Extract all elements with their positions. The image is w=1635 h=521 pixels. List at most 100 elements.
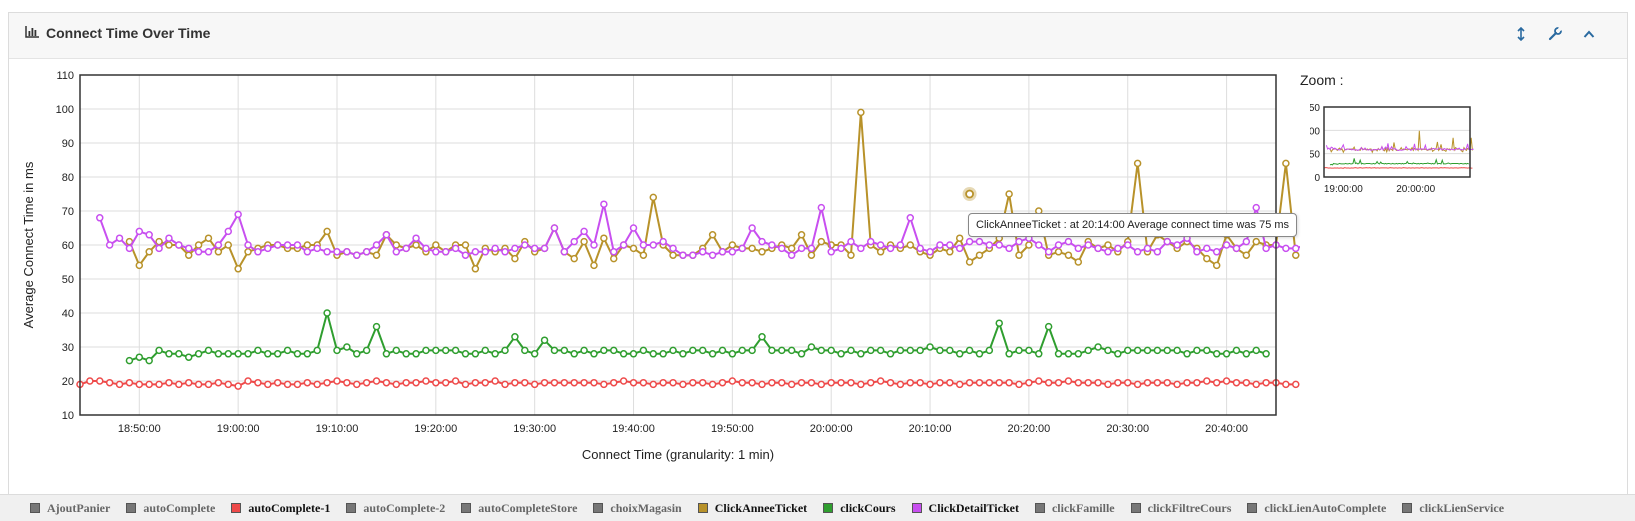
data-point[interactable]: [105, 241, 114, 249]
data-point[interactable]: [214, 350, 223, 358]
data-point[interactable]: [985, 346, 994, 355]
data-point[interactable]: [807, 251, 816, 259]
data-point[interactable]: [1025, 378, 1033, 387]
data-point[interactable]: [1044, 322, 1053, 331]
data-point[interactable]: [807, 244, 816, 253]
legend-item[interactable]: autoComplete-1: [231, 501, 330, 516]
data-point[interactable]: [768, 378, 776, 387]
resize-icon[interactable]: [1513, 26, 1529, 42]
data-point[interactable]: [570, 378, 578, 387]
data-point[interactable]: [797, 378, 806, 387]
data-point[interactable]: [1005, 350, 1013, 358]
data-point[interactable]: [847, 346, 855, 355]
legend-item[interactable]: clickCours: [823, 501, 896, 516]
data-point[interactable]: [343, 343, 351, 351]
data-point[interactable]: [451, 377, 460, 385]
data-point[interactable]: [530, 380, 539, 389]
data-point[interactable]: [392, 380, 401, 389]
data-point[interactable]: [511, 254, 519, 263]
data-point[interactable]: [698, 378, 707, 387]
data-point[interactable]: [797, 231, 806, 239]
data-point[interactable]: [333, 248, 341, 256]
data-point[interactable]: [1282, 380, 1290, 389]
legend-item[interactable]: clickLienService: [1402, 501, 1504, 516]
data-point[interactable]: [817, 346, 826, 355]
data-point[interactable]: [96, 377, 104, 385]
data-point[interactable]: [807, 378, 816, 387]
data-point[interactable]: [521, 346, 529, 355]
data-point[interactable]: [570, 350, 578, 358]
data-point[interactable]: [264, 350, 272, 358]
data-point[interactable]: [461, 241, 470, 249]
legend-item[interactable]: AjoutPanier: [30, 501, 110, 516]
data-point[interactable]: [1123, 241, 1132, 249]
data-point[interactable]: [1232, 244, 1241, 253]
data-point[interactable]: [372, 377, 381, 385]
legend-item[interactable]: clickFamille: [1034, 501, 1115, 516]
data-point[interactable]: [313, 380, 321, 389]
data-point[interactable]: [975, 251, 984, 259]
data-point[interactable]: [748, 244, 756, 253]
data-point[interactable]: [1114, 378, 1122, 387]
data-point[interactable]: [1212, 261, 1221, 270]
data-point[interactable]: [1292, 251, 1300, 259]
data-point[interactable]: [866, 378, 875, 387]
data-point[interactable]: [461, 251, 470, 259]
data-point[interactable]: [273, 350, 282, 358]
data-point[interactable]: [1242, 378, 1251, 387]
data-point[interactable]: [135, 380, 144, 389]
data-point[interactable]: [214, 248, 223, 256]
data-point[interactable]: [1212, 378, 1221, 387]
data-point[interactable]: [1035, 241, 1043, 249]
data-point[interactable]: [916, 244, 924, 253]
data-point[interactable]: [649, 193, 658, 202]
data-point[interactable]: [946, 346, 954, 355]
data-point[interactable]: [639, 251, 648, 259]
data-point[interactable]: [491, 350, 499, 358]
data-point[interactable]: [1262, 244, 1270, 253]
data-point[interactable]: [886, 378, 895, 387]
data-point[interactable]: [708, 231, 717, 239]
data-point[interactable]: [521, 378, 529, 387]
data-point[interactable]: [441, 346, 450, 355]
data-point[interactable]: [1193, 378, 1201, 387]
data-point[interactable]: [1252, 237, 1260, 246]
data-point[interactable]: [323, 378, 331, 387]
data-point[interactable]: [1292, 380, 1300, 389]
data-point[interactable]: [619, 350, 628, 358]
data-point[interactable]: [540, 378, 549, 387]
data-point[interactable]: [422, 377, 430, 385]
data-point[interactable]: [610, 346, 618, 355]
data-point[interactable]: [1163, 346, 1172, 355]
data-point[interactable]: [451, 346, 460, 355]
data-point[interactable]: [254, 248, 262, 256]
data-point[interactable]: [738, 378, 746, 387]
data-point[interactable]: [1054, 350, 1063, 358]
data-point[interactable]: [86, 377, 94, 385]
data-point[interactable]: [600, 200, 608, 208]
data-point[interactable]: [194, 248, 203, 256]
data-point[interactable]: [896, 380, 905, 389]
data-point[interactable]: [669, 346, 677, 355]
data-point[interactable]: [787, 244, 796, 253]
data-point[interactable]: [362, 378, 371, 387]
data-point[interactable]: [1292, 244, 1300, 253]
data-point[interactable]: [639, 346, 648, 355]
data-point[interactable]: [847, 237, 855, 246]
legend-item[interactable]: choixMagasin: [593, 501, 682, 516]
data-point[interactable]: [1074, 350, 1083, 358]
data-point[interactable]: [787, 380, 796, 389]
data-point[interactable]: [204, 380, 213, 389]
data-point[interactable]: [372, 322, 381, 331]
data-point[interactable]: [965, 237, 974, 246]
data-point[interactable]: [669, 378, 677, 387]
data-point[interactable]: [1123, 378, 1132, 387]
data-point[interactable]: [254, 346, 262, 355]
data-point[interactable]: [659, 237, 667, 246]
data-point[interactable]: [590, 378, 598, 387]
data-point[interactable]: [580, 346, 588, 355]
data-point[interactable]: [946, 241, 954, 249]
data-point[interactable]: [1252, 380, 1260, 389]
data-point[interactable]: [1084, 241, 1092, 249]
data-point[interactable]: [372, 241, 381, 249]
